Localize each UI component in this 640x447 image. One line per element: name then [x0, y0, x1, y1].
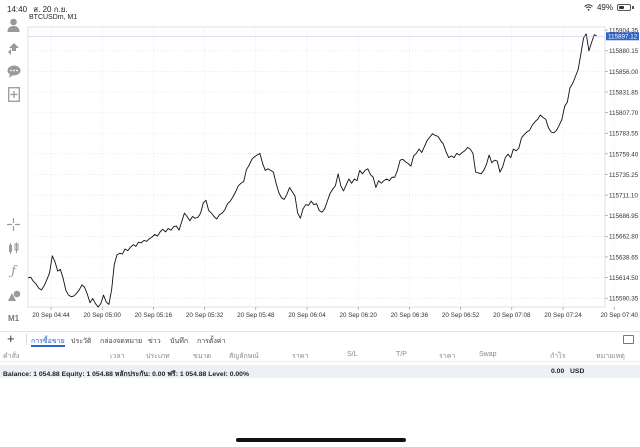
x-tick-label: 20 Sep 06:52	[442, 312, 480, 319]
col-volume[interactable]: ขนาด	[193, 353, 212, 360]
price-series	[27, 33, 598, 308]
x-tick-label: 20 Sep 05:00	[83, 312, 121, 319]
chart-canvas: 115904.35 115880.15 115856.00 115831.85 1158…	[27, 26, 639, 319]
battery-percent: 49%	[596, 3, 613, 12]
y-tick-label: 115711.10	[609, 192, 638, 199]
crosshair-icon[interactable]	[6, 217, 21, 232]
trade-icon[interactable]	[6, 41, 21, 56]
account-currency: USD	[570, 368, 585, 375]
y-tick-label: 115807.70	[609, 110, 639, 117]
timeframe-label[interactable]: M1	[7, 314, 20, 323]
x-tick-label: 20 Sep 07:08	[493, 312, 531, 319]
x-tick-label: 20 Sep 05:48	[237, 312, 275, 319]
col-symbol[interactable]: สัญลักษณ์	[229, 353, 259, 360]
current-price-label: 115897.12	[608, 34, 638, 41]
y-tick-label: 115880.15	[609, 48, 639, 55]
y-tick-label: 115856.00	[609, 69, 639, 76]
status-bar: 14:40 ส. 20 ก.ย. 49%	[0, 0, 640, 14]
objects-icon[interactable]	[6, 288, 21, 303]
symbol-label: BTCUSDm, M1	[29, 14, 78, 21]
y-tick-label: 115662.80	[609, 234, 639, 241]
new-order-icon[interactable]	[6, 87, 21, 102]
col-order[interactable]: คำสั่ง	[3, 353, 20, 360]
x-tick-label: 20 Sep 05:32	[186, 312, 224, 319]
terminal-tabs: + การซื้อขาย ประวัติ กล่องจดหมาย ข่าว บั…	[0, 331, 640, 347]
x-tick-label: 20 Sep 07:40	[601, 312, 639, 319]
tabs-divider	[26, 334, 27, 345]
y-tick-label: 115783.55	[609, 131, 639, 138]
status-time: 14:40	[7, 5, 28, 14]
account-icon[interactable]	[6, 17, 21, 32]
chart-axes: 115904.35 115880.15 115856.00 115831.85 1158…	[28, 28, 639, 319]
indicators-icon[interactable]: ƒ	[11, 264, 16, 279]
orders-table-header: คำสั่ง เวลา ประเภท ขนาด สัญลักษณ์ ราคา S…	[0, 348, 640, 362]
y-tick-label: 115735.25	[609, 172, 639, 179]
current-price-box	[606, 32, 639, 41]
x-tick-label: 20 Sep 06:20	[339, 312, 377, 319]
balance-row: Balance: 1 054.88 Equity: 1 054.88 หลักป…	[0, 365, 640, 378]
y-tick-label: 115590.35	[609, 296, 639, 303]
total-profit: 0.00	[551, 368, 565, 375]
plot-frame	[27, 26, 606, 308]
y-tick-label: 115638.65	[609, 254, 639, 261]
x-tick-label: 20 Sep 06:36	[391, 312, 429, 319]
col-price[interactable]: ราคา	[292, 353, 309, 360]
layout-icon[interactable]	[623, 335, 634, 344]
chat-icon[interactable]	[6, 64, 21, 79]
y-tick-label: 115614.50	[609, 275, 639, 282]
home-indicator[interactable]	[236, 438, 406, 442]
col-comment[interactable]: หมายเหตุ	[596, 353, 625, 360]
chart-type-icon[interactable]	[6, 241, 21, 256]
battery-icon	[617, 4, 631, 11]
price-chart[interactable]: 115904.35 115880.15 115856.00 115831.85 1158…	[27, 13, 640, 331]
col-tp[interactable]: T/P	[396, 351, 407, 358]
x-tick-label: 20 Sep 04:44	[32, 312, 70, 319]
chart-toolbar: ƒ M1	[0, 13, 27, 331]
wifi-icon	[584, 4, 593, 11]
balance-summary: Balance: 1 054.88 Equity: 1 054.88 หลักป…	[3, 371, 250, 378]
battery-level-fill	[619, 6, 624, 9]
tab-settings[interactable]: การตั้งค่า	[197, 338, 226, 345]
status-date: ส. 20 ก.ย.	[33, 5, 68, 14]
x-tick-label: 20 Sep 07:24	[544, 312, 582, 319]
plus-icon[interactable]: +	[7, 331, 15, 346]
tab-journal[interactable]: บันทึก	[170, 338, 189, 345]
chart-grid	[27, 26, 615, 308]
col-current-price[interactable]: ราคา	[439, 353, 456, 360]
x-tick-label: 20 Sep 05:16	[135, 312, 173, 319]
tab-history[interactable]: ประวัติ	[71, 338, 92, 345]
col-profit[interactable]: กำไร	[550, 353, 566, 360]
col-time[interactable]: เวลา	[110, 353, 125, 360]
x-tick-label: 20 Sep 06:04	[288, 312, 326, 319]
battery-tip	[632, 6, 634, 9]
y-tick-label: 115759.40	[609, 151, 639, 158]
price-line	[27, 33, 598, 308]
col-swap[interactable]: Swap	[479, 351, 497, 358]
tab-mailbox[interactable]: กล่องจดหมาย	[100, 338, 143, 345]
col-sl[interactable]: S/L	[347, 351, 358, 358]
active-tab-underline	[31, 345, 65, 347]
tab-news[interactable]: ข่าว	[148, 338, 161, 345]
tab-trade[interactable]: การซื้อขาย	[31, 338, 65, 345]
col-type[interactable]: ประเภท	[146, 353, 170, 360]
y-tick-label: 115686.95	[609, 213, 639, 220]
y-tick-label: 115831.85	[609, 89, 639, 96]
y-tick-label: 115904.35	[609, 28, 639, 35]
